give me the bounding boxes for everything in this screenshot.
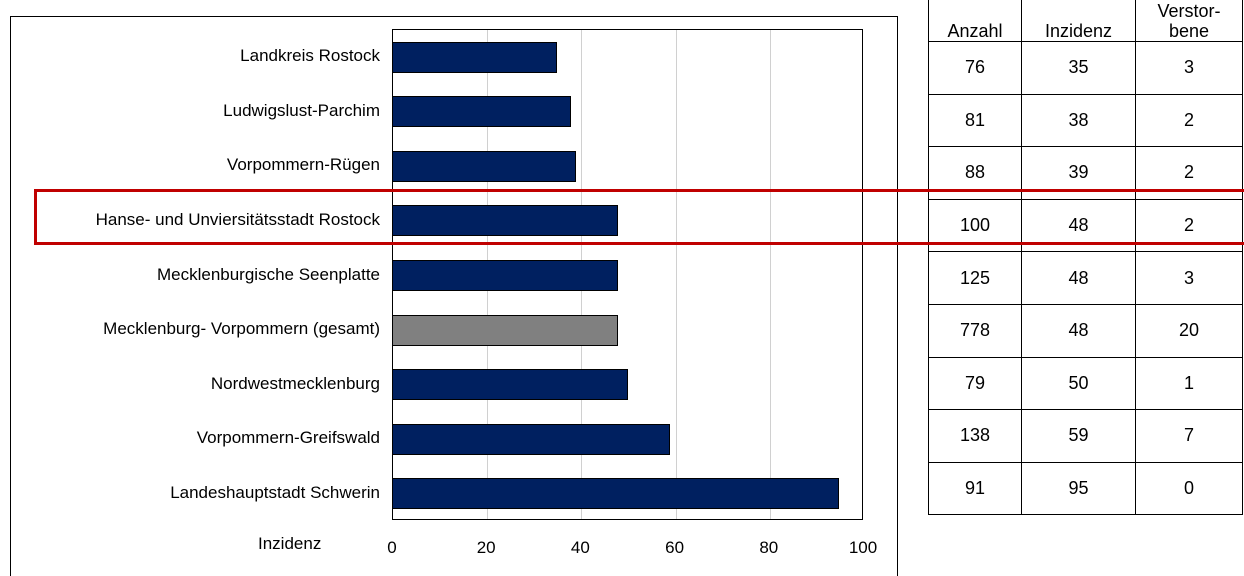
table-row: 778 48 20: [928, 303, 1243, 358]
x-tick-label: 20: [476, 538, 496, 557]
table-cell: 79: [928, 356, 1022, 411]
table-cell: 38: [1021, 93, 1136, 148]
table-cell: 50: [1021, 356, 1136, 411]
x-tick-label: 0: [387, 538, 397, 557]
plot-area: [392, 29, 863, 520]
table-cell: 0: [1135, 461, 1243, 516]
category-label: Vorpommern-Greifswald: [196, 428, 380, 448]
header-inzidenz: Inzidenz: [1021, 0, 1136, 42]
x-axis-title: Inzidenz: [258, 534, 322, 553]
table-cell: 48: [1021, 251, 1136, 305]
table-cell: 100: [928, 198, 1022, 253]
category-label: Nordwestmecklenburg: [210, 373, 380, 393]
table-cell: 7: [1135, 409, 1243, 463]
bar: [392, 205, 619, 237]
gridline: [769, 30, 771, 519]
table-row: 125 48 3: [928, 251, 1243, 305]
category-label: Vorpommern-Rügen: [226, 155, 380, 175]
data-table: Anzahl Inzidenz Verstor- bene 76 35 3 81 38 2…: [928, 0, 1243, 516]
table-cell: 20: [1135, 303, 1243, 358]
category-label: Landeshauptstadt Schwerin: [170, 482, 380, 502]
table-cell: 3: [1135, 41, 1243, 95]
header-anzahl: Anzahl: [928, 0, 1022, 42]
table-header-row: Anzahl Inzidenz Verstor- bene: [928, 0, 1243, 42]
x-tick-label: 40: [570, 538, 590, 557]
table-cell: 2: [1135, 146, 1243, 200]
category-label: Mecklenburg- Vorpommern (gesamt): [103, 319, 380, 339]
table-row: 81 38 2: [928, 93, 1243, 148]
header-verstorbene: Verstor- bene: [1135, 0, 1243, 42]
chart-frame: [10, 16, 898, 576]
table-cell: 778: [928, 303, 1022, 358]
bar: [392, 150, 576, 182]
table-row: 88 39 2: [928, 146, 1243, 200]
table-cell: 2: [1135, 198, 1243, 253]
table-cell: 81: [928, 93, 1022, 148]
bar: [392, 260, 619, 291]
table-row: 91 95 0: [928, 461, 1243, 516]
table-cell: 39: [1021, 146, 1136, 200]
category-label: Landkreis Rostock: [240, 46, 380, 66]
bar: [392, 96, 571, 128]
x-tick-label: 80: [759, 538, 779, 557]
bar: [392, 369, 628, 401]
table-cell: 125: [928, 251, 1022, 305]
table-cell: 91: [928, 461, 1022, 516]
table-cell: 35: [1021, 41, 1136, 95]
table-cell: 48: [1021, 303, 1136, 358]
table-cell: 138: [928, 409, 1022, 463]
table-row: 138 59 7: [928, 409, 1243, 463]
category-label: Ludwigslust-Parchim: [223, 100, 380, 120]
bar: [392, 314, 619, 346]
x-tick-label: 100: [848, 538, 878, 557]
table-cell: 76: [928, 41, 1022, 95]
table-row: 79 50 1: [928, 356, 1243, 411]
x-tick-label: 60: [665, 538, 685, 557]
table-cell: 48: [1021, 198, 1136, 253]
table-row: 100 48 2: [928, 198, 1243, 253]
category-label: Hanse- und Unviersitätsstadt Rostock: [95, 209, 380, 229]
gridline: [675, 30, 677, 519]
bar: [392, 41, 557, 73]
table-cell: 3: [1135, 251, 1243, 305]
bar: [392, 423, 670, 455]
table-cell: 95: [1021, 461, 1136, 516]
table-cell: 2: [1135, 93, 1243, 148]
table-row: 76 35 3: [928, 41, 1243, 95]
table-cell: 1: [1135, 356, 1243, 411]
table-cell: 88: [928, 146, 1022, 200]
bar: [392, 478, 840, 510]
table-cell: 59: [1021, 409, 1136, 463]
category-label: Mecklenburgische Seenplatte: [156, 264, 380, 284]
